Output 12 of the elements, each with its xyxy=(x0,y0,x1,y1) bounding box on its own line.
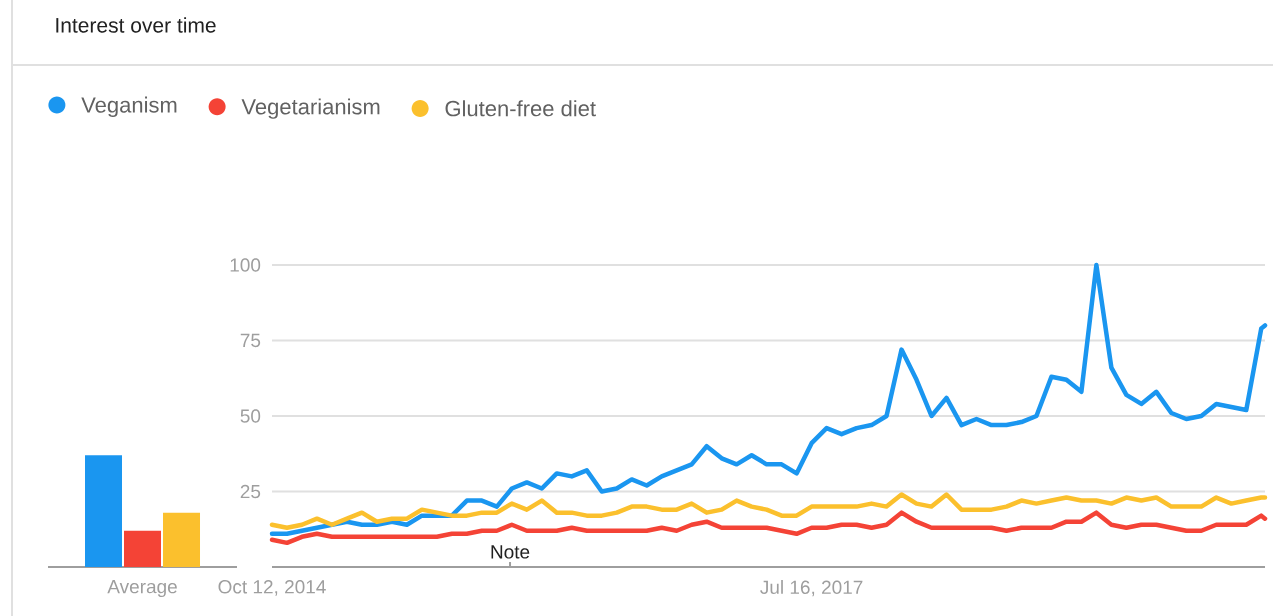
y-tick-label: 75 xyxy=(240,333,261,348)
y-tick-label: 100 xyxy=(230,258,261,272)
x-tick-label: Jul 16, 2017 xyxy=(760,580,863,597)
y-tick-label: 25 xyxy=(240,484,261,499)
legend-label: Vegetarianism xyxy=(241,98,380,119)
annotation: Note xyxy=(491,545,530,559)
y-tick-label: 50 xyxy=(240,409,261,423)
x-tick-label: Average xyxy=(107,580,177,598)
legend-label: Gluten-free diet xyxy=(445,100,596,117)
chart-title: Interest over time xyxy=(56,17,216,33)
x-tick-label: Oct 12, 2014 xyxy=(218,580,326,596)
legend-label: Veganism xyxy=(81,96,177,118)
